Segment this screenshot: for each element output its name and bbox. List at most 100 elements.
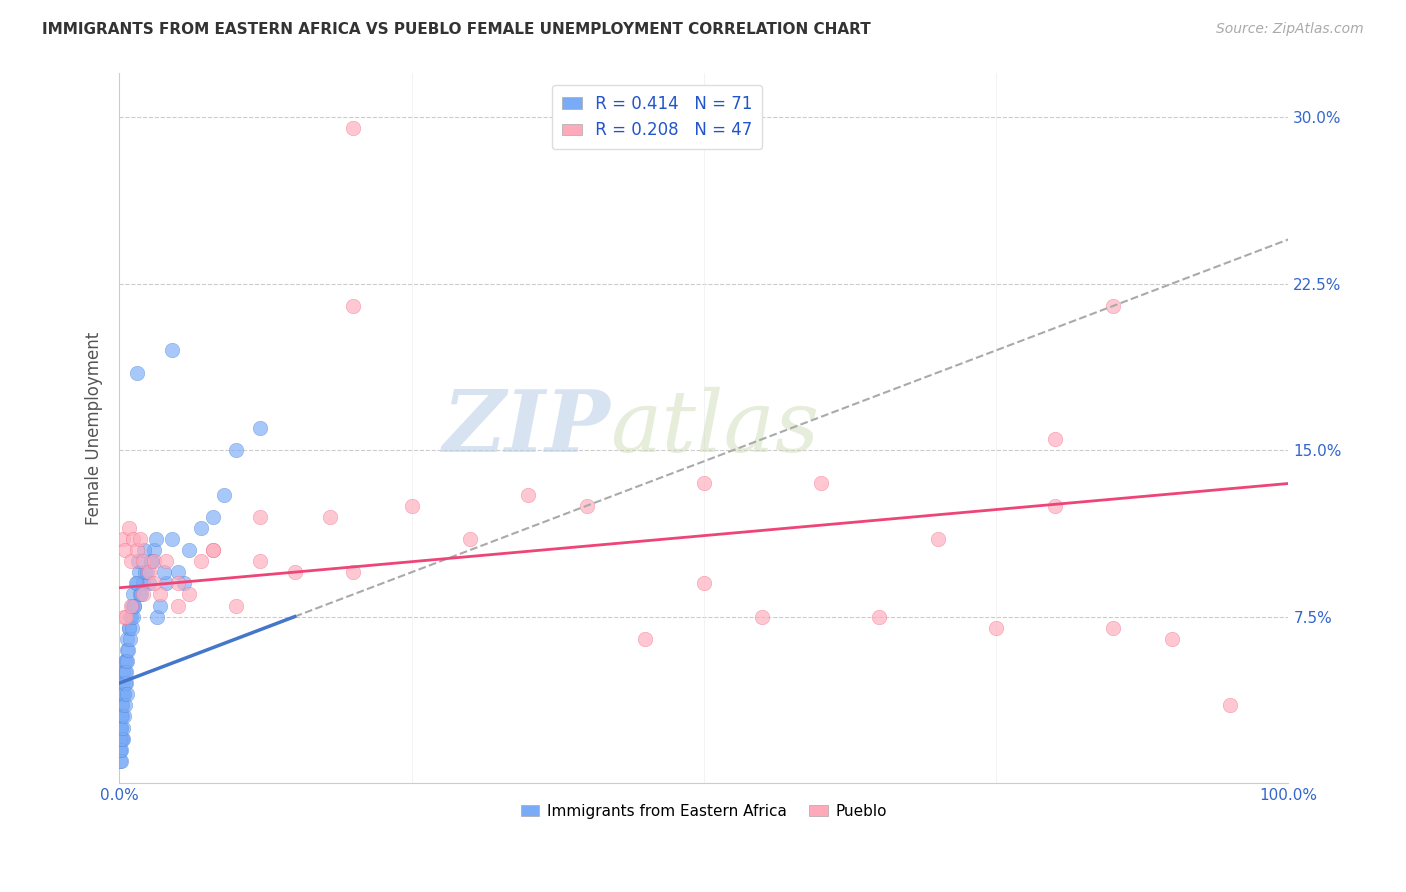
Point	[120, 599, 142, 613]
Point	[108, 743, 131, 757]
Point	[249, 554, 271, 568]
Point	[143, 543, 166, 558]
Point	[201, 543, 224, 558]
Point	[111, 731, 134, 746]
Point	[342, 299, 364, 313]
Point	[115, 687, 138, 701]
Point	[225, 443, 247, 458]
Text: atlas: atlas	[610, 386, 820, 469]
Point	[139, 554, 162, 568]
Point	[115, 654, 138, 668]
Point	[141, 554, 163, 568]
Point	[134, 566, 156, 580]
Point	[201, 543, 224, 558]
Point	[117, 632, 139, 646]
Point	[110, 731, 132, 746]
Point	[111, 532, 134, 546]
Point	[120, 609, 142, 624]
Point	[927, 532, 949, 546]
Point	[108, 721, 131, 735]
Point	[751, 609, 773, 624]
Point	[110, 709, 132, 723]
Point	[214, 487, 236, 501]
Point	[115, 665, 138, 679]
Point	[128, 566, 150, 580]
Point	[125, 543, 148, 558]
Point	[1043, 432, 1066, 446]
Point	[117, 621, 139, 635]
Point	[190, 554, 212, 568]
Point	[124, 576, 146, 591]
Point	[125, 366, 148, 380]
Point	[160, 532, 183, 546]
Point	[112, 609, 135, 624]
Point	[125, 576, 148, 591]
Point	[284, 566, 307, 580]
Point	[179, 543, 201, 558]
Point	[401, 499, 423, 513]
Point	[693, 476, 716, 491]
Point	[110, 754, 132, 768]
Point	[110, 743, 132, 757]
Point	[131, 576, 153, 591]
Point	[121, 621, 143, 635]
Point	[117, 643, 139, 657]
Point	[117, 521, 139, 535]
Point	[131, 554, 153, 568]
Point	[693, 576, 716, 591]
Point	[131, 587, 153, 601]
Point	[342, 121, 364, 136]
Text: ZIP: ZIP	[443, 386, 610, 470]
Point	[121, 599, 143, 613]
Point	[190, 521, 212, 535]
Legend: Immigrants from Eastern Africa, Pueblo: Immigrants from Eastern Africa, Pueblo	[515, 797, 893, 825]
Point	[110, 743, 132, 757]
Point	[143, 554, 166, 568]
Point	[122, 587, 145, 601]
Point	[143, 576, 166, 591]
Y-axis label: Female Unemployment: Female Unemployment	[86, 332, 103, 524]
Point	[249, 421, 271, 435]
Point	[634, 632, 657, 646]
Point	[127, 554, 149, 568]
Point	[319, 509, 342, 524]
Point	[1043, 499, 1066, 513]
Point	[138, 566, 160, 580]
Point	[115, 609, 138, 624]
Point	[110, 731, 132, 746]
Point	[152, 566, 174, 580]
Point	[166, 599, 188, 613]
Point	[868, 609, 890, 624]
Text: IMMIGRANTS FROM EASTERN AFRICA VS PUEBLO FEMALE UNEMPLOYMENT CORRELATION CHART: IMMIGRANTS FROM EASTERN AFRICA VS PUEBLO…	[42, 22, 870, 37]
Point	[111, 731, 134, 746]
Point	[173, 576, 195, 591]
Point	[129, 587, 152, 601]
Point	[342, 566, 364, 580]
Point	[122, 599, 145, 613]
Point	[179, 587, 201, 601]
Point	[149, 587, 172, 601]
Point	[111, 721, 134, 735]
Point	[112, 687, 135, 701]
Point	[110, 709, 132, 723]
Point	[517, 487, 540, 501]
Point	[1102, 621, 1125, 635]
Point	[225, 599, 247, 613]
Point	[1219, 698, 1241, 713]
Point	[118, 621, 141, 635]
Point	[138, 576, 160, 591]
Point	[114, 676, 136, 690]
Point	[155, 554, 177, 568]
Point	[110, 698, 132, 713]
Point	[166, 576, 188, 591]
Point	[160, 343, 183, 358]
Point	[112, 687, 135, 701]
Point	[201, 509, 224, 524]
Point	[114, 654, 136, 668]
Point	[810, 476, 832, 491]
Point	[115, 643, 138, 657]
Point	[115, 654, 138, 668]
Point	[114, 665, 136, 679]
Point	[111, 687, 134, 701]
Point	[166, 566, 188, 580]
